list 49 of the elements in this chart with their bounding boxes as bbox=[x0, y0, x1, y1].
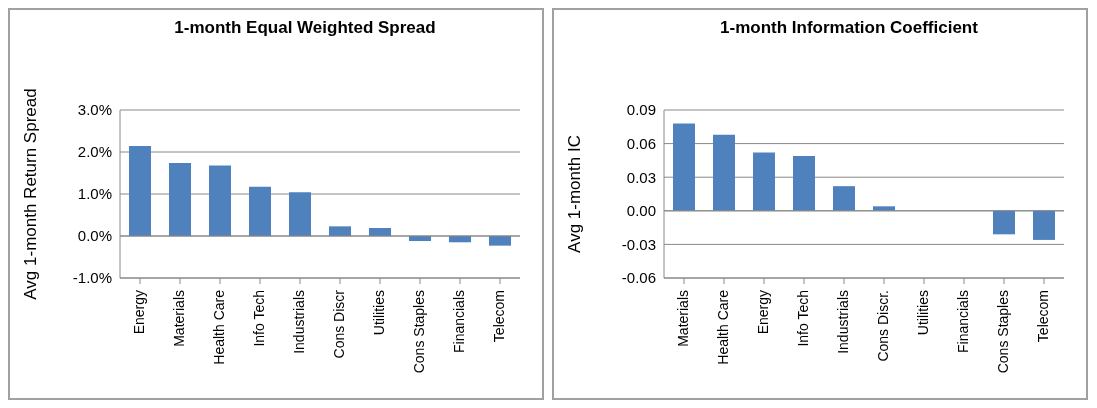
bar bbox=[289, 192, 311, 236]
bar bbox=[993, 210, 1015, 235]
x-tick-label: Utilities bbox=[914, 290, 931, 336]
bar bbox=[329, 226, 351, 236]
chart-title: 1-month Equal Weighted Spread bbox=[173, 17, 437, 39]
y-tick-label: 0.03 bbox=[626, 168, 656, 186]
x-tick-label: Financials bbox=[954, 290, 971, 354]
bar bbox=[169, 162, 191, 236]
x-tick-label: Cons Staples bbox=[994, 290, 1011, 374]
x-tick-label: Materials bbox=[674, 290, 691, 347]
bar bbox=[713, 134, 735, 211]
x-tick-label: Utilities bbox=[370, 290, 387, 336]
bar bbox=[1033, 210, 1055, 240]
y-tick-label: 0.0% bbox=[77, 227, 112, 245]
bar bbox=[129, 146, 151, 236]
x-tick-label: Cons Discr bbox=[330, 289, 347, 359]
y-tick-label: 2.0% bbox=[77, 143, 112, 161]
y-axis-title: Avg 1-month Return Spread bbox=[21, 88, 41, 300]
x-tick-label: Cons Staples bbox=[410, 290, 427, 374]
y-tick-label: -0.06 bbox=[621, 269, 656, 287]
x-tick-label: Telecom bbox=[1034, 290, 1051, 343]
x-tick-label: Financials bbox=[450, 290, 467, 354]
x-tick-label: Industrials bbox=[290, 290, 307, 354]
x-tick-label: Energy bbox=[754, 290, 771, 335]
x-tick-label: Health Care bbox=[714, 289, 731, 365]
y-tick-label: 3.0% bbox=[77, 101, 112, 119]
x-tick-label: Materials bbox=[170, 290, 187, 347]
y-tick-label: -1.0% bbox=[72, 269, 112, 287]
x-tick-label: Info Tech bbox=[794, 290, 811, 347]
bar bbox=[209, 165, 231, 236]
bar bbox=[753, 152, 775, 211]
bar bbox=[793, 155, 815, 211]
y-tick-label: 0.09 bbox=[626, 101, 656, 119]
x-tick-label: Health Care bbox=[210, 289, 227, 365]
x-tick-label: Cons Discr. bbox=[874, 290, 891, 362]
bar bbox=[489, 236, 511, 246]
y-tick-label: 0.06 bbox=[626, 134, 656, 152]
bar bbox=[833, 186, 855, 211]
x-tick-label: Telecom bbox=[490, 290, 507, 343]
x-tick-label: Industrials bbox=[834, 290, 851, 354]
y-tick-label: 1.0% bbox=[77, 185, 112, 203]
y-tick-label: 0.00 bbox=[626, 202, 656, 220]
y-axis-title: Avg 1-month IC bbox=[565, 135, 585, 253]
x-tick-label: Energy bbox=[130, 290, 147, 335]
y-tick-label: -0.03 bbox=[621, 235, 656, 253]
bar bbox=[673, 123, 695, 211]
bar bbox=[249, 186, 271, 236]
x-tick-label: Info Tech bbox=[250, 290, 267, 347]
chart-title: 1-month Information Coefficient bbox=[719, 17, 979, 39]
